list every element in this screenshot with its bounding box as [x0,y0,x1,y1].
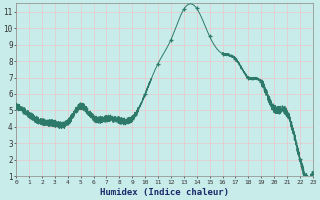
X-axis label: Humidex (Indice chaleur): Humidex (Indice chaleur) [100,188,229,197]
